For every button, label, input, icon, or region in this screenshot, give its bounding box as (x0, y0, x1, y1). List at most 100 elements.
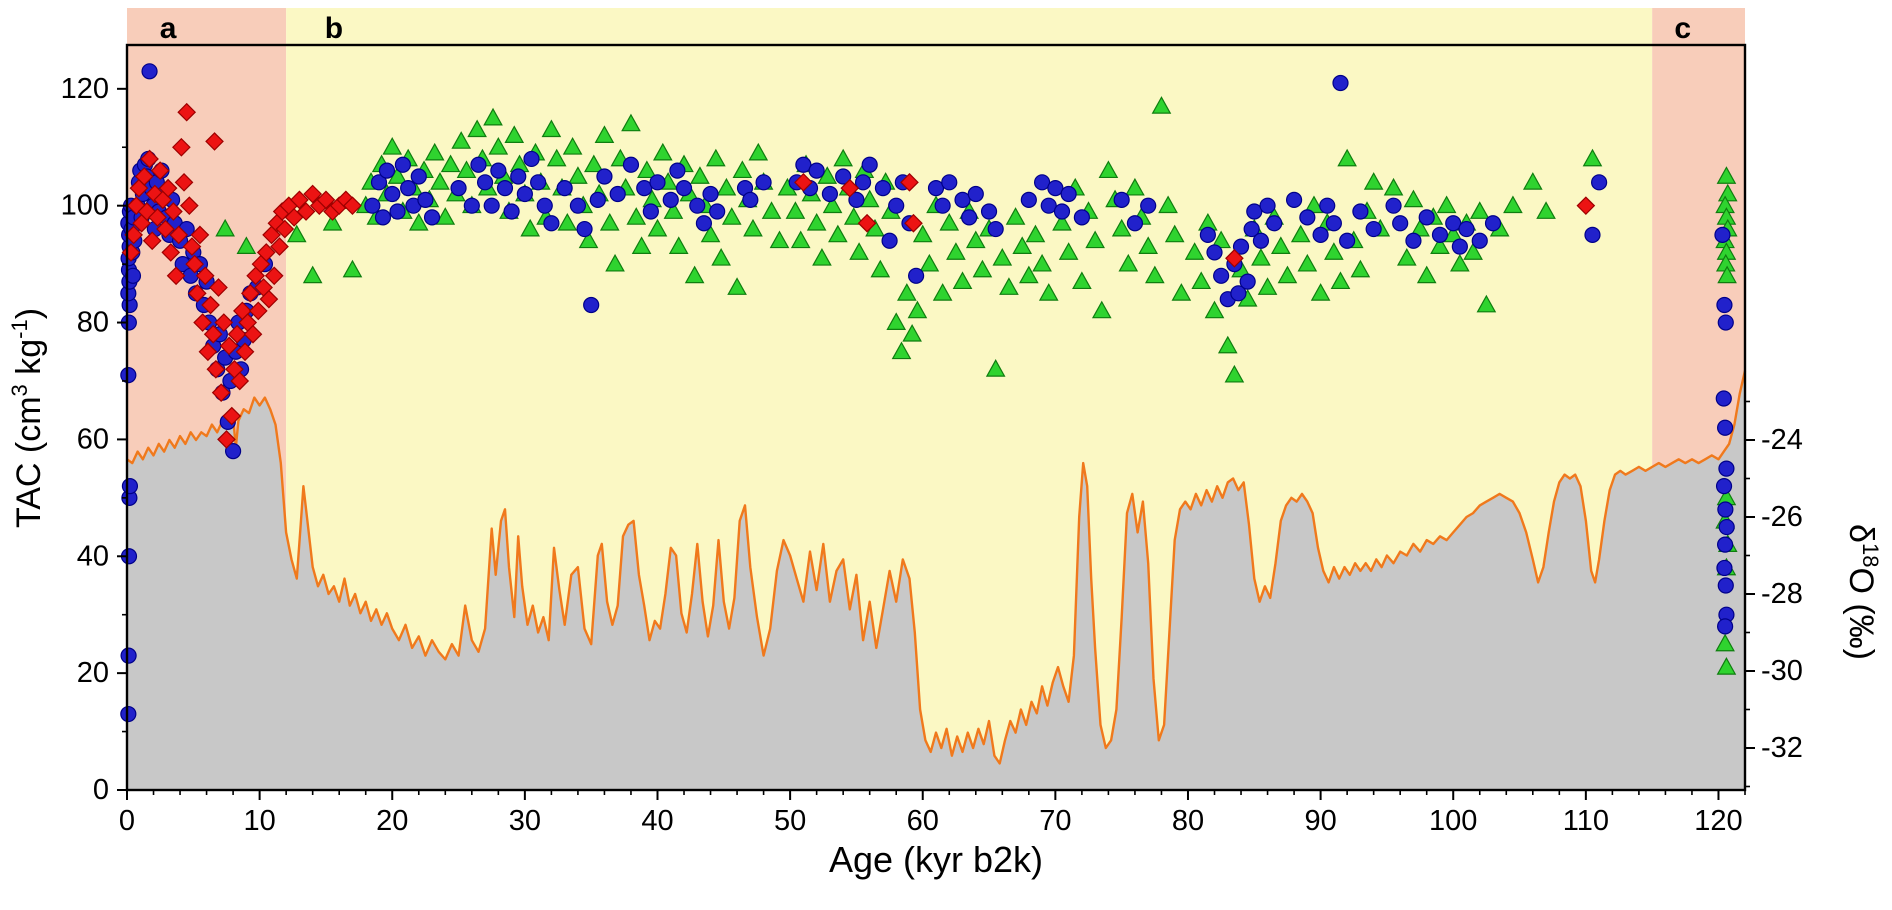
green-triangle-point (1164, 224, 1185, 243)
blue-circle-point (470, 156, 487, 173)
green-triangle-point (626, 207, 647, 225)
blue-circle-point (980, 203, 998, 220)
blue-circle-point (795, 156, 812, 173)
blue-circle-point (987, 220, 1004, 238)
red-diamond-point (243, 324, 263, 344)
blue-circle-point (1126, 215, 1144, 232)
red-diamond-point (840, 178, 860, 198)
green-triangle-point (1025, 224, 1046, 243)
y-right-tick-label: -32 (1761, 732, 1803, 764)
axis-title-part: ) (10, 308, 48, 319)
red-diamond-point (201, 295, 220, 315)
green-triangle-point (684, 265, 705, 284)
d18o-series (126, 370, 1747, 790)
y-right-tick-label: -30 (1761, 655, 1803, 687)
axis-title-part: δ (1842, 524, 1880, 543)
y-left-tick-label: 100 (61, 190, 109, 222)
blue-circle-point (410, 168, 427, 185)
red-diamond-point (227, 324, 247, 344)
blue-circle-point (888, 197, 905, 214)
y-left-tick-label: 20 (77, 657, 109, 689)
red-diamond-point (185, 254, 204, 274)
red-diamond-point (264, 266, 284, 286)
blue-circle-point (1213, 267, 1230, 284)
green-triangle-point (972, 259, 993, 278)
green-triangle-point (1337, 148, 1357, 167)
red-diamond-point (1576, 196, 1596, 216)
green-triangle-point (541, 119, 562, 138)
green-triangle-point (578, 230, 599, 249)
y-left-axis-title: TAC (cm3 kg-1) (7, 308, 48, 528)
green-triangle-point (919, 253, 940, 272)
green-triangle-point (562, 137, 583, 155)
blue-circle-point (1716, 296, 1733, 314)
blue-circle-point (854, 174, 872, 191)
blue-circle-point (742, 191, 759, 208)
blue-circle-point (755, 174, 772, 191)
green-triangle-point (1304, 195, 1324, 214)
green-triangle-point (1019, 265, 1039, 284)
red-diamond-point (217, 430, 236, 449)
green-triangle-point (1072, 271, 1092, 290)
green-triangle-point (1469, 201, 1490, 219)
blue-circle-point (1717, 314, 1734, 331)
green-triangle-point (1430, 236, 1450, 254)
blue-circle-point (1458, 220, 1475, 238)
axis-title-part: TAC (cm (10, 396, 48, 528)
green-triangle-point (584, 154, 604, 173)
red-diamond-point (794, 172, 813, 192)
blue-circle-point (523, 150, 540, 168)
blue-circle-point (1451, 238, 1468, 255)
red-diamond-point (214, 313, 234, 332)
blue-circle-point (874, 180, 892, 197)
green-triangle-point (843, 207, 864, 225)
blue-circle-point (394, 156, 411, 173)
green-triangle-point (302, 265, 323, 284)
green-triangle-point (605, 253, 625, 272)
blue-circle-point (835, 168, 852, 185)
axis-title-part: -1 (7, 319, 32, 339)
green-triangle-point (1396, 248, 1417, 266)
green-triangle-point (1211, 230, 1231, 249)
blue-circle-point (1266, 215, 1283, 232)
blue-circle-point (662, 191, 679, 208)
blue-circle-point (1484, 215, 1502, 232)
red-diamond-point (235, 342, 255, 362)
blue-circle-point (1239, 273, 1256, 290)
red-diamond-point (343, 196, 362, 216)
d18o-line (126, 370, 1747, 765)
y-right-tick-label: -24 (1761, 424, 1803, 456)
green-triangle-point (1522, 172, 1543, 190)
green-triangle-point (382, 137, 403, 155)
y-left-tick-label: 120 (61, 73, 109, 105)
blue-circle-point (1718, 460, 1735, 477)
green-triangle-point (1410, 218, 1430, 237)
blue-circle-point (1418, 209, 1435, 226)
blue-circle-point (1259, 197, 1276, 214)
green-triangle-point (1012, 236, 1033, 254)
blue-circle-point (1445, 215, 1462, 232)
green-triangle-point (483, 107, 503, 126)
blue-circle-point (124, 267, 142, 284)
red-diamond-point (275, 219, 295, 239)
axis-title-part: 3 (7, 384, 32, 396)
d18o-area-fill (127, 370, 1745, 790)
blue-circle-point (675, 180, 693, 197)
green-triangle-point (1716, 657, 1737, 675)
x-tick-label: 70 (1039, 805, 1071, 837)
green-triangle-point (1717, 265, 1737, 284)
green-triangle-point (1098, 160, 1119, 179)
red-diamond-point (187, 283, 207, 303)
x-tick-label: 50 (774, 805, 806, 837)
x-tick-label: 120 (1694, 805, 1742, 837)
green-triangle-point (1145, 265, 1165, 284)
blue-circle-point (423, 209, 441, 226)
green-triangle-point (946, 242, 966, 260)
x-tick-label: 90 (1304, 805, 1336, 837)
blue-circle-point (1299, 209, 1316, 226)
blue-circle-point (496, 180, 514, 197)
blue-circle-point (702, 185, 719, 203)
red-diamond-point (904, 213, 923, 233)
blue-circle-point (1365, 220, 1382, 238)
green-triangle-point (761, 201, 782, 219)
